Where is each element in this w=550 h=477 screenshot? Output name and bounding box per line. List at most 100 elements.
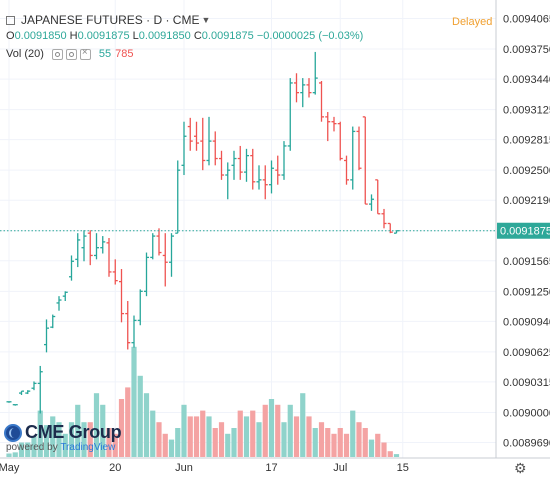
volume-bar [275,404,281,457]
volume-bar [206,416,212,457]
ohlc-bar [337,121,343,161]
ohlc-bar [6,401,12,403]
last-price-tag: 0.0091875 [497,222,550,239]
ohlc-bar [150,233,156,260]
y-tick-label: 0.0093750 [503,44,550,56]
volume-bar [93,393,100,457]
ohlc-bar [62,291,68,302]
volume-bar [212,428,218,457]
ohlc-bar [100,236,106,254]
volume-down-value: 785 [115,48,134,60]
volume-bar [112,433,118,457]
cme-group-logo[interactable]: CME Group [4,422,122,443]
ohlc-bar [319,81,324,122]
volume-bar [106,428,112,457]
tradingview-link[interactable]: TradingView [60,442,116,453]
volume-bar [118,399,125,457]
volume-bar [162,433,168,457]
volume-bar [81,422,87,457]
ohlc-bar [369,194,374,211]
gear-icon[interactable]: ⚙ [514,460,527,476]
symbol-legend[interactable]: JAPANESE FUTURES · D · CME ▼ [6,13,210,27]
volume-bar [306,416,312,457]
square-outline-icon[interactable] [6,15,15,25]
ohlc-bar [194,121,199,151]
settings-icon[interactable] [51,48,63,60]
volume-bars [6,346,400,457]
ohlc-bar [256,165,262,190]
ohlc-bar [12,404,18,406]
y-tick-label: 0.0090000 [503,407,550,419]
ohlc-bar [137,289,143,326]
y-tick-label: 0.0092815 [503,135,550,147]
y-tick-label: 0.0093440 [503,74,550,86]
volume-bar [37,410,43,457]
ohlc-bar [125,301,131,350]
y-tick-label: 0.0091565 [503,256,550,268]
volume-bar [25,442,31,457]
change-value: −0.0000025 (−0.03%) [256,30,364,42]
x-tick-label: 17 [265,462,277,474]
volume-bar [181,404,187,457]
y-tick-label: 0.0090940 [503,316,550,328]
y-tick-label: 0.0093125 [503,105,550,117]
volume-bar [225,433,231,457]
last-price-tag-label: 0.0091875 [500,226,550,238]
volume-bar [318,422,325,457]
volume-label: Vol (20) [6,48,44,60]
volume-bar [312,428,318,457]
ohlc-bar [50,314,56,329]
ohlc-bar [312,51,318,95]
volume-bar [131,346,137,457]
ohlc-bar [225,162,231,200]
symbol-title: JAPANESE FUTURES · D · CME [21,13,200,27]
ohlc-bar [219,150,224,180]
ohlc-bar [169,233,174,277]
price-bars [6,51,399,414]
ohlc-bar [212,131,218,166]
ohlc-bar [175,160,181,234]
ohlc-bar [25,390,31,395]
volume-bar [150,410,156,457]
powered-by-prefix: powered by [6,442,58,453]
ohlc-bar [375,179,381,215]
volume-bar [256,422,262,457]
y-tick-label: 0.0092500 [503,165,550,177]
volume-bar [231,428,237,457]
volume-bar [100,404,106,457]
y-tick-label: 0.0094065 [503,14,550,26]
x-tick-label: Jul [333,462,347,474]
ohlc-bar [206,116,212,166]
volume-bar [268,399,275,457]
close-icon[interactable] [79,47,91,60]
time-axis[interactable]: May 20 Jun 17 Jul 15 [0,462,409,474]
ohlc-bar [56,296,62,311]
ohlc-bar [119,269,124,323]
volume-bar [137,375,143,457]
volume-up-value: 55 [98,48,112,60]
eye-icon[interactable] [65,48,77,60]
x-tick-label: Jun [175,462,193,474]
volume-bar [218,422,225,457]
powered-by[interactable]: powered by TradingView [6,442,115,453]
volume-bar [237,410,243,457]
ohlc-bar [94,233,99,260]
volume-bar [387,451,393,457]
volume-bar [300,393,306,457]
volume-legend[interactable]: Vol (20) 55 785 [6,47,134,61]
ohlc-bar [306,78,312,98]
volume-bar [368,439,375,457]
ohlc-bar [269,160,274,194]
volume-bar [381,442,387,457]
high-label: H [69,30,78,42]
volume-bar [168,439,175,457]
ohlc-bar [69,255,74,281]
ohlc-bar [87,230,93,266]
volume-bar [12,452,18,457]
ohlc-bar [106,238,112,277]
chevron-down-icon[interactable]: ▼ [201,15,211,25]
volume-bar [200,410,206,457]
ohlc-bar [381,208,387,229]
volume-bar [393,454,400,457]
